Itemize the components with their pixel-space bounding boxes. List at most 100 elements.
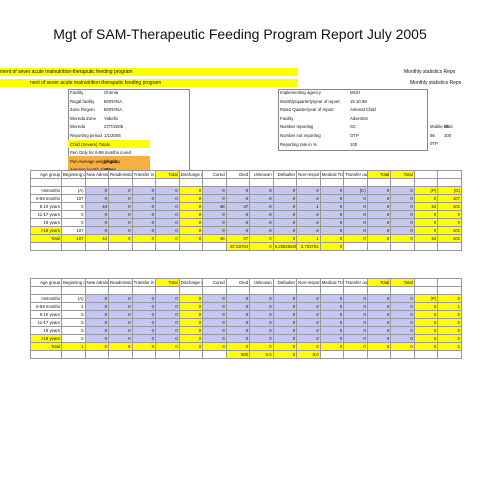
table-cell: 0 xyxy=(249,310,274,319)
table-cell: 0 xyxy=(61,334,86,343)
table-cell: 0 xyxy=(343,218,368,227)
table-cell: 0 xyxy=(155,318,180,327)
table-cell: 0 xyxy=(272,202,298,211)
table-cell: 0 xyxy=(225,294,251,303)
table-cell: 0 xyxy=(155,310,180,319)
table-row: <6months (A) 0 0 0 0 0 0 0 0 0 0 0 (C) 0 0 (P) (G) xyxy=(30,186,462,195)
table-cell: 0 xyxy=(390,310,415,319)
column-subheader xyxy=(225,178,251,187)
column-subheader xyxy=(413,286,439,295)
percent-value: 3.703704 xyxy=(296,242,321,251)
table-cell: 0 xyxy=(319,218,345,227)
table-cell: 0 xyxy=(61,318,86,327)
table-cell: 0 xyxy=(84,210,110,219)
facility-value: Yabello xyxy=(104,115,119,121)
column-header: Cured xyxy=(202,170,227,179)
percent-blank xyxy=(108,350,133,359)
table-cell: 0 xyxy=(202,326,227,335)
table-cell: 0 xyxy=(225,218,251,227)
table-cell: 0 xyxy=(61,310,86,319)
row-age-group: 6-59 months xyxy=(30,194,62,203)
table-cell: 0 xyxy=(249,210,274,219)
column-header: Beginning of month xyxy=(61,170,86,179)
column-subheader xyxy=(84,286,110,295)
table-cell: 0 xyxy=(84,334,110,343)
percent-value: 0 xyxy=(249,242,274,251)
table-row: Total 1 0 0 0 0 0 0 0 0 0 0 0 0 0 0 0 1 xyxy=(30,342,462,351)
agency-value: SC xyxy=(350,124,356,130)
table-cell: 0 xyxy=(131,186,157,195)
table-cell: 0 xyxy=(343,334,368,343)
table-cell: 0 xyxy=(202,334,227,343)
table-cell: 0 xyxy=(249,218,274,227)
table-cell: 0 xyxy=(225,342,251,351)
table-cell: 0 xyxy=(319,302,345,311)
table-cell: 0 xyxy=(413,318,439,327)
table-cell: 0 xyxy=(131,326,157,335)
table-row: Total 107 44 0 0 0 0 48 47 0 0 1 0 0 0 0 54 101 xyxy=(30,234,462,243)
facility-label: Woreda xyxy=(70,124,85,130)
table-cell: 0 xyxy=(390,294,415,303)
table-cell: 48 xyxy=(202,234,227,243)
table-cell: 0 xyxy=(178,334,204,343)
table-cell: 0 xyxy=(202,342,227,351)
banner-right-1: Monthly statistics Repo xyxy=(404,69,456,75)
table-cell: 0 xyxy=(413,334,439,343)
facility-label: Average length of stay xyxy=(70,167,113,172)
table-cell: 0 xyxy=(272,194,298,203)
table-cell: 0 xyxy=(202,194,227,203)
table-cell: 0 xyxy=(249,302,274,311)
table-cell: (P) xyxy=(413,294,439,303)
facility-value: BORANA xyxy=(104,107,123,113)
percent-value: 500 xyxy=(225,350,251,359)
column-header: Total xyxy=(155,170,180,179)
table-cell: 0 xyxy=(272,310,298,319)
table-cell: 0 xyxy=(343,226,368,235)
column-header: Total xyxy=(390,278,415,287)
row-age-group: >18 years xyxy=(30,226,62,235)
table-cell: 0 xyxy=(225,310,251,319)
column-header: Total xyxy=(366,170,392,179)
table-cell: 0 xyxy=(413,310,439,319)
facility-value: g/kg/day xyxy=(104,158,121,164)
table-cell: 0 xyxy=(108,186,133,195)
facility-label: Facility xyxy=(70,90,84,95)
percent-blank xyxy=(437,242,462,251)
table-cell: 0 xyxy=(366,186,392,195)
table-cell: 0 xyxy=(178,218,204,227)
agency-label: Number not reporting xyxy=(280,133,321,138)
row-age-group: 6-59 months xyxy=(30,302,62,311)
table-cell: 0 xyxy=(390,186,415,195)
table-cell: 54 xyxy=(413,234,439,243)
table-cell: 0 xyxy=(108,302,133,311)
percent-blank xyxy=(413,242,439,251)
table-cell: 0 xyxy=(319,334,345,343)
percent-label xyxy=(30,242,62,251)
table-cell: 0 xyxy=(84,194,110,203)
table-cell: 0 xyxy=(366,318,392,327)
percent-blank xyxy=(108,242,133,251)
column-header: Cured xyxy=(202,278,227,287)
facility-value: #Days xyxy=(104,167,116,172)
table-cell: 0 xyxy=(108,210,133,219)
percent-blank xyxy=(343,242,368,251)
table-cell: 0 xyxy=(390,318,415,327)
agency-extra: 0TP xyxy=(430,141,438,147)
table-cell: 0 xyxy=(61,218,86,227)
banner-line-1: ment of sever acute malnutrition-therapu… xyxy=(0,69,133,75)
table-cell: 0 xyxy=(178,310,204,319)
table-cell: 0 xyxy=(108,326,133,335)
table-cell: 0 xyxy=(319,234,345,243)
table-cell: 0 xyxy=(437,318,462,327)
table-cell: 0 xyxy=(155,326,180,335)
table-cell: 1 xyxy=(296,234,321,243)
table-cell: 0 xyxy=(413,226,439,235)
table-cell: 0 xyxy=(84,226,110,235)
table-cell: 1 xyxy=(437,302,462,311)
column-subheader xyxy=(272,178,298,187)
table-cell: 0 xyxy=(366,226,392,235)
row-age-group: 11-17 years xyxy=(30,318,62,327)
table-cell: 0 xyxy=(202,318,227,327)
table-cell: 54 xyxy=(413,202,439,211)
